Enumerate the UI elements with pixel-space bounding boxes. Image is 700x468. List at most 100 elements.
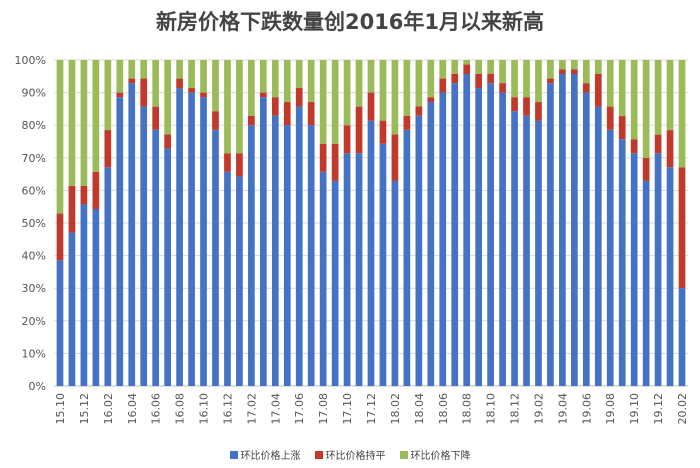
bar-segment-flat (116, 92, 124, 98)
bar-segment-fall (80, 60, 88, 186)
bar-segment-flat (271, 97, 279, 116)
x-tick-label: 16.08 (174, 393, 187, 425)
bar-segment-fall (415, 60, 423, 107)
bar-segment-fall (116, 60, 124, 93)
bar-segment-fall (343, 60, 351, 126)
x-tick-label: 17.12 (365, 393, 378, 425)
bar-segment-rise (475, 88, 483, 386)
legend-label-flat: 环比价格持平 (325, 451, 386, 462)
bar-segment-rise (594, 106, 602, 387)
bar-segment-flat (379, 120, 387, 144)
bar-segment-rise (295, 106, 303, 387)
bar-segment-fall (104, 60, 112, 131)
bar-segment-flat (295, 88, 303, 107)
bar-segment-fall (439, 60, 447, 79)
bar-segment-rise (56, 260, 64, 386)
bar-segment-flat (439, 78, 447, 93)
bar-segment-fall (259, 60, 267, 93)
y-tick-label: 30% (22, 282, 46, 295)
bar-segment-rise (116, 97, 124, 386)
bar-segment-fall (283, 60, 291, 103)
bar-segment-flat (224, 153, 231, 172)
bar-segment-flat (415, 106, 423, 116)
bar-segment-rise (391, 180, 399, 386)
bar-segment-rise (654, 153, 662, 386)
bar-segment-fall (367, 60, 375, 93)
bar-segment-flat (283, 102, 291, 126)
bar-segment-rise (92, 208, 100, 386)
bar-segment-rise (200, 97, 207, 386)
bar-segment-fall (140, 60, 148, 79)
bar-segment-fall (271, 60, 279, 98)
bar-segment-rise (68, 232, 76, 386)
x-tick-label: 19.08 (604, 393, 617, 425)
bar-segment-flat (606, 106, 614, 130)
y-tick-label: 60% (22, 184, 46, 197)
bar-segment-fall (594, 60, 602, 75)
bar-segment-flat (212, 111, 219, 130)
bar-segment-flat (200, 92, 207, 98)
bar-segment-fall (618, 60, 626, 117)
bar-segment-rise (104, 167, 112, 386)
bar-segment-flat (391, 134, 399, 181)
bar-segment-flat (152, 106, 160, 130)
bar-segment-fall (307, 60, 315, 103)
x-tick-label: 17.02 (245, 393, 258, 425)
bar-segment-rise (523, 115, 530, 386)
y-tick-label: 90% (22, 87, 46, 100)
bar-segment-rise (188, 92, 195, 386)
bar-segment-rise (403, 129, 411, 386)
y-axis-ticks: 0% 10% 20% 30% 40% 50% 60% 70% 80% 90% 100% (15, 54, 46, 393)
bar-segment-fall (319, 60, 327, 144)
bar-segment-rise (415, 115, 423, 386)
bar-segment-flat (343, 125, 351, 154)
bar-segment-rise (630, 153, 638, 386)
legend: 环比价格上涨 环比价格持平 环比价格下降 (0, 447, 700, 462)
bar-segment-rise (618, 139, 626, 386)
bar-segment-fall (559, 60, 566, 70)
bar-segment-rise (499, 92, 506, 386)
x-tick-label: 19.06 (580, 393, 593, 425)
bar-segment-rise (379, 143, 387, 386)
x-tick-label: 18.10 (485, 393, 498, 425)
bar-segment-rise (307, 125, 315, 386)
bar-segment-flat (594, 74, 602, 107)
bar-segment-flat (547, 78, 554, 84)
bar-segment-flat (176, 78, 183, 89)
bar-segment-rise (511, 111, 518, 386)
bar-segment-rise (535, 120, 542, 387)
bar-segment-rise (331, 180, 339, 386)
bar-segment-rise (128, 83, 136, 386)
bar-segment-fall (535, 60, 542, 103)
bar-segment-flat (307, 102, 315, 126)
bar-segment-fall (391, 60, 399, 135)
x-tick-label: 19.12 (652, 393, 665, 425)
bar-segment-rise (367, 120, 375, 387)
legend-item-rise: 环比价格上涨 (229, 447, 301, 462)
bar-segment-fall (499, 60, 506, 84)
bar-segment-flat (630, 139, 638, 154)
bar-segment-flat (236, 153, 243, 177)
x-tick-label: 18.02 (389, 393, 402, 425)
bar-segment-rise (547, 83, 554, 386)
bar-segment-rise (236, 176, 243, 386)
bar-segment-fall (331, 60, 339, 144)
bar-segment-flat (319, 143, 327, 172)
bar-segment-fall (92, 60, 100, 172)
x-tick-label: 16.02 (102, 393, 115, 425)
bar-segment-fall (379, 60, 387, 121)
bar-segment-flat (618, 116, 626, 140)
x-tick-label: 18.08 (461, 393, 474, 425)
bar-segment-rise (451, 83, 459, 386)
bar-segment-fall (224, 60, 231, 154)
bar-segment-fall (248, 60, 255, 116)
bar-segment-flat (80, 185, 88, 205)
bar-segment-rise (319, 171, 327, 386)
bar-segment-fall (164, 60, 171, 135)
bar-segment-rise (80, 204, 88, 386)
bar-segment-fall (666, 60, 674, 131)
y-tick-label: 100% (15, 54, 46, 67)
x-tick-label: 15.12 (78, 393, 91, 425)
bar-segment-flat (104, 130, 112, 168)
